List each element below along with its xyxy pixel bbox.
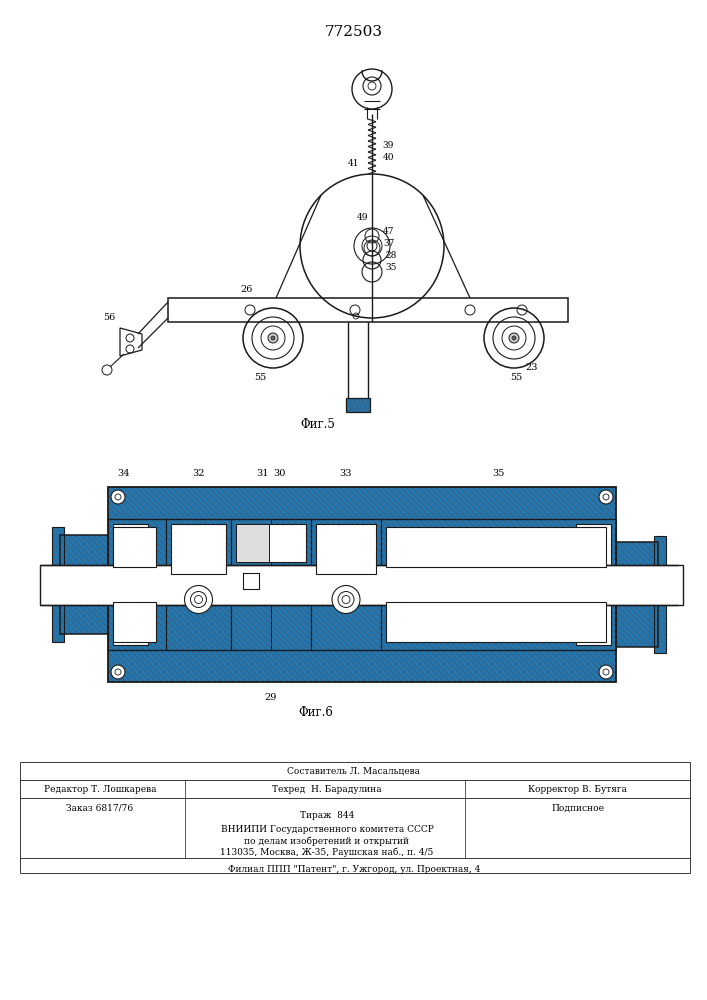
Bar — [113, 524, 148, 569]
Circle shape — [512, 336, 516, 340]
Text: Заказ 6817/76: Заказ 6817/76 — [66, 804, 134, 812]
Text: 32: 32 — [192, 470, 205, 479]
Circle shape — [185, 585, 213, 613]
Text: 41: 41 — [348, 158, 359, 167]
Text: 39: 39 — [382, 141, 393, 150]
Text: 47: 47 — [383, 228, 395, 236]
Text: 37: 37 — [383, 239, 395, 248]
Bar — [243, 572, 259, 588]
Text: 30: 30 — [273, 470, 285, 479]
Bar — [346, 398, 370, 412]
Text: 26: 26 — [240, 286, 252, 294]
Text: Составитель Л. Масальцева: Составитель Л. Масальцева — [288, 766, 421, 776]
Bar — [316, 524, 376, 574]
Bar — [113, 600, 148, 645]
Circle shape — [111, 490, 125, 504]
Text: 23: 23 — [525, 363, 537, 372]
Text: 49: 49 — [357, 214, 368, 223]
Text: 31: 31 — [257, 470, 269, 479]
Bar — [166, 519, 231, 650]
Text: 35: 35 — [385, 262, 397, 271]
Text: по делам изобретений и открытий: по делам изобретений и открытий — [245, 836, 409, 846]
Bar — [168, 298, 568, 322]
Bar — [616, 542, 658, 647]
Bar — [231, 519, 311, 650]
Circle shape — [271, 336, 275, 340]
Bar — [243, 572, 259, 588]
Circle shape — [509, 333, 519, 343]
Text: 28: 28 — [385, 251, 397, 260]
Bar — [108, 519, 166, 650]
Text: 55: 55 — [510, 373, 522, 382]
Text: Φиг.6: Φиг.6 — [298, 706, 334, 718]
Bar — [108, 487, 616, 682]
Bar — [40, 564, 683, 604]
Text: Подписное: Подписное — [551, 804, 604, 812]
Bar — [108, 487, 616, 519]
Text: ВНИИПИ Государственного комитета СССР: ВНИИПИ Государственного комитета СССР — [221, 824, 433, 834]
Circle shape — [599, 665, 613, 679]
Text: 28: 28 — [666, 590, 679, 599]
Text: Редактор Т. Лошкарева: Редактор Т. Лошкарева — [44, 784, 156, 794]
Bar — [311, 519, 381, 650]
Bar — [108, 519, 166, 650]
Bar — [576, 600, 611, 645]
Bar — [381, 519, 616, 650]
Bar — [236, 524, 306, 562]
Text: Тираж  844: Тираж 844 — [300, 812, 354, 820]
Bar — [386, 527, 606, 567]
Text: 34: 34 — [118, 470, 130, 479]
Bar — [386, 602, 606, 642]
Bar — [60, 535, 108, 634]
Bar — [654, 536, 666, 653]
Bar — [113, 527, 156, 567]
Text: Корректор В. Бутяга: Корректор В. Бутяга — [529, 784, 628, 794]
Text: Φиг.5: Φиг.5 — [300, 418, 335, 432]
Bar — [171, 524, 226, 574]
Circle shape — [111, 665, 125, 679]
Text: Филиал ППП "Патент", г. Ужгород, ул. Проектная, 4: Филиал ППП "Патент", г. Ужгород, ул. Про… — [228, 865, 480, 874]
Bar — [231, 519, 311, 650]
Circle shape — [599, 490, 613, 504]
Bar — [236, 524, 269, 562]
Bar — [311, 519, 381, 650]
Bar — [108, 650, 616, 682]
Text: 40: 40 — [383, 152, 395, 161]
Bar — [166, 519, 231, 650]
Text: 33: 33 — [340, 470, 352, 479]
Bar — [654, 536, 666, 653]
Bar — [576, 524, 611, 569]
Circle shape — [268, 333, 278, 343]
Bar — [52, 527, 64, 642]
Text: 56: 56 — [103, 314, 115, 322]
Text: 772503: 772503 — [325, 25, 383, 39]
Bar — [381, 519, 616, 650]
Text: Техред  Н. Барадулина: Техред Н. Барадулина — [272, 784, 382, 794]
Bar — [52, 527, 64, 642]
Bar — [113, 602, 156, 642]
Text: 35: 35 — [492, 470, 505, 479]
Text: 29: 29 — [265, 692, 277, 702]
Circle shape — [332, 585, 360, 613]
Text: 55: 55 — [254, 373, 267, 382]
Bar — [616, 542, 658, 647]
Text: 113035, Москва, Ж-35, Раушская наб., п. 4/5: 113035, Москва, Ж-35, Раушская наб., п. … — [221, 847, 433, 857]
Bar — [346, 398, 370, 412]
Bar — [60, 535, 108, 634]
